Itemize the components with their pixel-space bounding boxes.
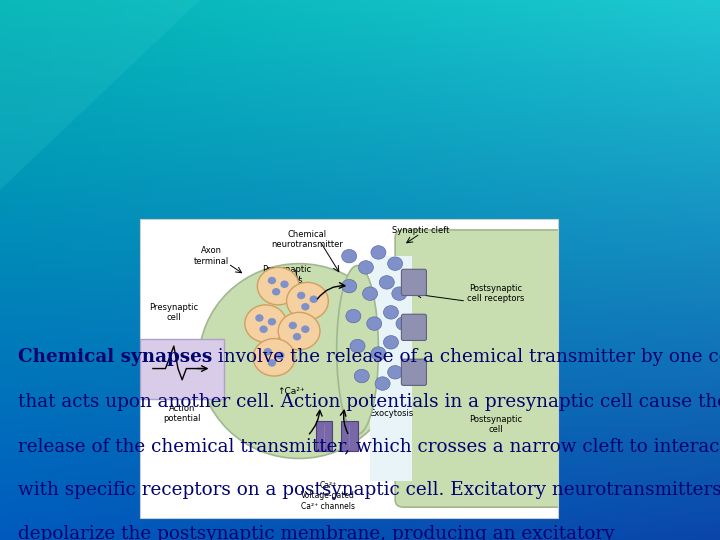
Circle shape <box>289 322 297 329</box>
Circle shape <box>293 333 301 340</box>
Text: Presynaptic
vesicles: Presynaptic vesicles <box>262 265 311 285</box>
Text: Axon
terminal: Axon terminal <box>194 246 229 266</box>
Bar <box>140 339 224 399</box>
Text: involve the release of a chemical transmitter by one cell: involve the release of a chemical transm… <box>212 348 720 366</box>
Circle shape <box>280 280 289 288</box>
Circle shape <box>371 347 386 360</box>
Circle shape <box>375 377 390 390</box>
Text: Exocytosis: Exocytosis <box>369 409 413 418</box>
Bar <box>370 256 412 481</box>
Ellipse shape <box>337 266 379 434</box>
Circle shape <box>264 348 272 355</box>
Circle shape <box>363 287 377 300</box>
Circle shape <box>297 292 305 299</box>
Circle shape <box>310 295 318 303</box>
Text: that acts upon another cell. Action potentials in a presynaptic cell cause the: that acts upon another cell. Action pote… <box>18 393 720 410</box>
Circle shape <box>256 314 264 322</box>
Bar <box>316 421 333 451</box>
Bar <box>140 219 558 518</box>
Circle shape <box>371 246 386 259</box>
Text: Postsynaptic
cell: Postsynaptic cell <box>469 415 522 435</box>
Circle shape <box>301 303 310 310</box>
Circle shape <box>301 326 310 333</box>
Circle shape <box>259 326 268 333</box>
Circle shape <box>350 339 365 353</box>
Polygon shape <box>0 0 200 190</box>
Circle shape <box>272 288 280 295</box>
Text: Chemical synapses: Chemical synapses <box>18 348 212 366</box>
Circle shape <box>384 306 398 319</box>
Text: Chemical
neurotransmitter: Chemical neurotransmitter <box>271 230 343 249</box>
Circle shape <box>342 249 356 263</box>
Circle shape <box>359 261 374 274</box>
Text: Synaptic cleft: Synaptic cleft <box>392 226 449 235</box>
Circle shape <box>253 339 295 376</box>
Circle shape <box>276 352 284 359</box>
Circle shape <box>268 359 276 367</box>
Text: depolarize the postsynaptic membrane, producing an excitatory: depolarize the postsynaptic membrane, pr… <box>18 525 614 540</box>
FancyBboxPatch shape <box>402 269 426 295</box>
Circle shape <box>387 257 402 271</box>
Circle shape <box>354 369 369 383</box>
Circle shape <box>245 305 287 342</box>
FancyBboxPatch shape <box>402 314 426 340</box>
Bar <box>341 421 358 451</box>
Ellipse shape <box>199 264 400 458</box>
Circle shape <box>366 317 382 330</box>
Circle shape <box>387 366 402 379</box>
Circle shape <box>379 275 395 289</box>
Text: Postsynaptic
cell receptors: Postsynaptic cell receptors <box>467 284 524 303</box>
FancyBboxPatch shape <box>402 359 426 386</box>
Circle shape <box>342 279 356 293</box>
Circle shape <box>278 312 320 350</box>
Circle shape <box>392 287 407 300</box>
Text: release of the chemical transmitter, which crosses a narrow cleft to interact: release of the chemical transmitter, whi… <box>18 437 720 455</box>
Text: Ca²⁺
Voltage-gated
Ca²⁺ channels: Ca²⁺ Voltage-gated Ca²⁺ channels <box>302 481 356 511</box>
FancyBboxPatch shape <box>395 230 567 507</box>
Circle shape <box>268 277 276 284</box>
Circle shape <box>346 309 361 323</box>
Text: Action
potential: Action potential <box>163 404 201 423</box>
Text: with specific receptors on a postsynaptic cell. Excitatory neurotransmitters: with specific receptors on a postsynapti… <box>18 481 720 499</box>
Circle shape <box>287 282 328 320</box>
Circle shape <box>257 267 299 305</box>
Circle shape <box>268 318 276 326</box>
Text: ↑Ca²⁺: ↑Ca²⁺ <box>277 387 305 395</box>
Circle shape <box>384 335 398 349</box>
Circle shape <box>396 317 411 330</box>
Text: Presynaptic
cell: Presynaptic cell <box>149 302 199 322</box>
